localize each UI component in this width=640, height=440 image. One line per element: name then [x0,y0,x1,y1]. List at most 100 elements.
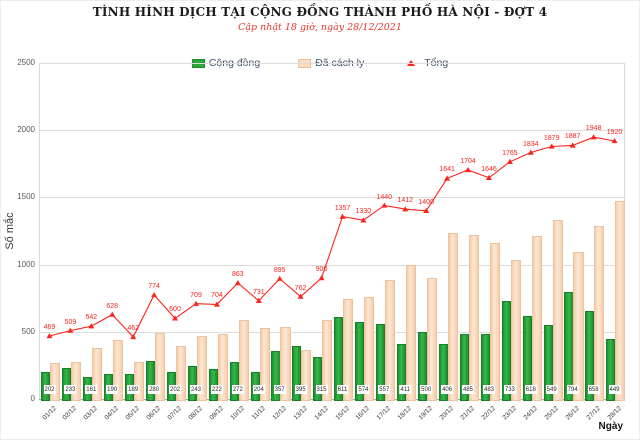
x-tick-label: 09/12 [208,405,225,422]
tong-point-marker [234,280,241,286]
x-tick-label: 02/12 [61,405,79,422]
y-tick-label: 1500 [17,192,35,202]
x-tick-label: 14/12 [312,405,330,422]
tong-value-label: 1412 [397,197,414,205]
cong-dong-value-label: 204 [252,385,265,394]
bar-da-cach-ly [406,264,417,401]
bar-cong-dong [417,331,428,401]
bar-cong-dong [564,292,574,401]
tong-point-marker [360,217,367,223]
y-axis-title: Số mắc [4,212,16,250]
bar-da-cach-ly [154,332,165,401]
y-tick-label: 0 [30,394,35,403]
gridline [39,197,625,199]
tong-point-marker [569,142,576,148]
cong-dong-value-label: 202 [43,385,56,394]
tong-point-marker [402,206,409,212]
cong-dong-value-label: 406 [441,385,454,394]
bar-cong-dong [438,344,448,401]
y-tick-label: 500 [21,326,35,336]
tong-point-marker [485,174,492,180]
cong-dong-value-label: 483 [482,385,496,394]
cong-dong-value-label: 243 [189,385,203,394]
x-tick-label: 26/12 [564,405,581,422]
tong-point-marker [465,166,472,173]
bar-da-cach-ly [92,347,103,401]
tong-value-label: 895 [273,266,286,274]
bar-cong-dong [501,300,511,401]
bar-da-cach-ly [552,220,563,401]
tong-point-marker [381,202,388,208]
bar-cong-dong [334,316,344,401]
tong-point-marker [318,275,325,281]
x-tick-label: 24/12 [522,405,539,422]
cong-dong-value-label: 233 [64,385,77,394]
tong-value-label: 1646 [481,165,497,173]
cong-dong-value-label: 794 [566,385,579,394]
tong-value-label: 542 [85,314,98,322]
tong-value-label: 709 [190,291,202,299]
y-tick-label: 2500 [17,58,35,67]
y-tick-label: 1000 [17,259,35,269]
x-tick-label: 08/12 [187,405,204,422]
bar-da-cach-ly [217,334,228,401]
x-tick-label: 18/12 [396,405,414,422]
cong-dong-value-label: 485 [461,385,475,394]
bar-cong-dong [480,334,490,401]
x-tick-label: 11/12 [250,405,267,422]
tong-value-label: 1879 [543,134,560,142]
y-tick-label: 2000 [17,125,35,135]
tong-point-marker [109,311,116,317]
cong-dong-value-label: 161 [85,385,98,394]
bar-cong-dong [145,361,155,401]
bar-da-cach-ly [531,235,542,401]
bar-da-cach-ly [489,242,500,401]
tong-point-marker [172,315,179,321]
tong-point-marker [67,327,74,333]
bar-da-cach-ly [510,260,521,401]
cong-dong-value-label: 272 [231,385,244,394]
tong-value-label: 704 [211,292,223,300]
bar-cong-dong [543,325,553,401]
bar-da-cach-ly [468,235,479,401]
x-tick-label: 13/12 [292,405,309,422]
bar-da-cach-ly [113,340,124,401]
x-tick-label: 15/12 [333,405,351,422]
bar-da-cach-ly [301,349,312,401]
cong-dong-value-label: 658 [587,385,600,394]
cong-dong-value-label: 574 [357,385,370,394]
tong-value-label: 1440 [376,193,393,201]
tong-value-label: 900 [315,266,328,273]
bar-da-cach-ly [259,328,270,401]
tong-point-marker [130,333,137,340]
x-tick-label: 06/12 [145,405,163,422]
x-tick-label: 03/12 [82,405,100,422]
bar-cong-dong [271,351,281,401]
x-tick-label: 19/12 [417,405,435,422]
bar-da-cach-ly [426,278,438,401]
x-tick-label: 23/12 [501,405,518,422]
bar-cong-dong [459,333,469,401]
tong-point-marker [423,207,430,214]
tong-value-label: 774 [148,283,160,290]
cong-dong-value-label: 449 [608,385,621,394]
cong-dong-value-label: 395 [294,385,307,394]
tong-value-label: 731 [252,288,265,296]
x-tick-label: 22/12 [480,405,497,422]
tong-value-label: 1357 [334,204,351,212]
gridline [39,63,625,64]
tong-point-marker [548,143,555,149]
bar-da-cach-ly [238,319,249,401]
tong-point-marker [213,301,220,307]
cong-dong-value-label: 618 [524,385,537,394]
tong-point-marker [506,158,513,164]
bar-cong-dong [229,362,239,401]
bar-da-cach-ly [133,362,145,401]
tong-point-marker [192,300,199,306]
tong-point-marker [339,213,346,219]
tong-point-marker [527,149,534,155]
cong-dong-value-label: 190 [106,385,119,394]
tong-value-label: 1834 [523,140,539,148]
tong-point-marker [444,175,451,181]
